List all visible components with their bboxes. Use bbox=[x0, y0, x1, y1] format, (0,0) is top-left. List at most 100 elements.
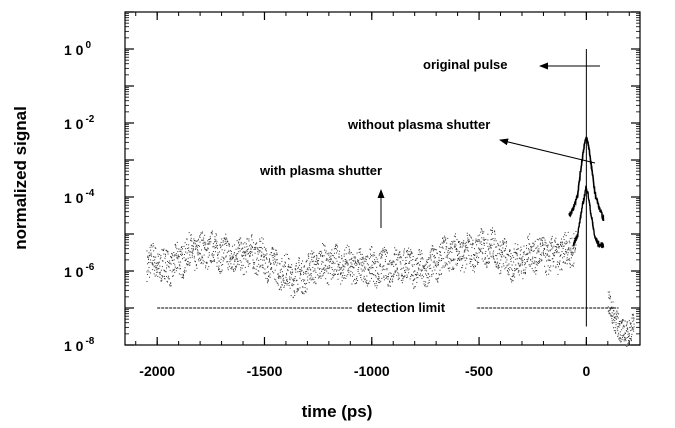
data-point bbox=[563, 256, 565, 258]
data-point bbox=[516, 258, 518, 260]
data-point bbox=[150, 272, 152, 274]
data-point bbox=[334, 246, 336, 248]
data-point bbox=[626, 321, 628, 323]
data-point bbox=[457, 258, 459, 260]
data-point bbox=[373, 263, 375, 265]
data-point bbox=[190, 237, 192, 239]
data-point bbox=[146, 256, 148, 258]
data-point bbox=[414, 270, 416, 272]
data-point bbox=[432, 245, 434, 247]
data-point bbox=[220, 258, 222, 260]
data-point bbox=[277, 273, 279, 275]
data-point bbox=[190, 234, 192, 236]
series-with-shutter bbox=[146, 227, 577, 299]
data-point bbox=[290, 271, 292, 273]
data-point bbox=[335, 258, 337, 260]
data-point bbox=[504, 249, 506, 251]
data-point bbox=[450, 243, 452, 245]
data-point bbox=[567, 252, 569, 254]
data-point bbox=[346, 244, 348, 246]
data-point bbox=[348, 270, 350, 272]
data-point bbox=[573, 233, 575, 235]
data-point bbox=[495, 262, 497, 264]
data-point bbox=[248, 251, 250, 253]
data-point bbox=[335, 243, 337, 245]
data-point bbox=[314, 260, 316, 262]
data-point bbox=[196, 244, 198, 246]
data-point bbox=[256, 242, 258, 244]
data-point bbox=[346, 260, 348, 262]
data-point bbox=[207, 243, 209, 245]
data-point bbox=[445, 239, 447, 241]
data-point bbox=[408, 272, 410, 274]
data-point bbox=[438, 246, 440, 248]
data-point bbox=[555, 267, 557, 269]
data-point bbox=[339, 268, 341, 270]
data-point bbox=[484, 257, 486, 259]
data-point bbox=[397, 253, 399, 255]
data-point bbox=[290, 277, 292, 279]
data-point bbox=[553, 254, 555, 256]
x-tick-label: 0 bbox=[582, 363, 590, 379]
data-point bbox=[155, 266, 157, 268]
data-point bbox=[465, 257, 467, 259]
data-point bbox=[354, 283, 356, 285]
data-point bbox=[231, 268, 233, 270]
data-point bbox=[631, 333, 633, 335]
data-point bbox=[226, 244, 228, 246]
data-point bbox=[312, 260, 314, 262]
data-point bbox=[550, 242, 552, 244]
data-point bbox=[425, 263, 427, 265]
data-point bbox=[224, 240, 226, 242]
data-point bbox=[392, 275, 394, 277]
data-point bbox=[186, 238, 188, 240]
data-point bbox=[259, 250, 261, 252]
data-point bbox=[194, 261, 196, 263]
data-point bbox=[269, 273, 271, 275]
data-point bbox=[469, 258, 471, 260]
data-point bbox=[155, 256, 157, 258]
data-point bbox=[268, 261, 270, 263]
data-point bbox=[543, 253, 545, 255]
data-point bbox=[477, 241, 479, 243]
data-point bbox=[569, 266, 571, 268]
data-point bbox=[194, 239, 196, 241]
data-point bbox=[403, 276, 405, 278]
data-point bbox=[173, 255, 175, 257]
data-point bbox=[532, 258, 534, 260]
data-point bbox=[150, 249, 152, 251]
data-point bbox=[500, 249, 502, 251]
data-point bbox=[281, 258, 283, 260]
data-point bbox=[257, 248, 259, 250]
data-point bbox=[209, 243, 211, 245]
data-point bbox=[406, 262, 408, 264]
data-point bbox=[307, 272, 309, 274]
data-point bbox=[499, 262, 501, 264]
data-point bbox=[376, 266, 378, 268]
data-point bbox=[204, 248, 206, 250]
data-point bbox=[426, 270, 428, 272]
data-point bbox=[608, 297, 610, 299]
data-point bbox=[630, 323, 632, 325]
data-point bbox=[514, 251, 516, 253]
data-point bbox=[392, 278, 394, 280]
data-point bbox=[360, 262, 362, 264]
data-point bbox=[342, 266, 344, 268]
data-point bbox=[247, 260, 249, 262]
data-point bbox=[161, 274, 163, 276]
data-point bbox=[418, 268, 420, 270]
data-point bbox=[530, 245, 532, 247]
data-point bbox=[365, 256, 367, 258]
data-point bbox=[401, 267, 403, 269]
data-point bbox=[623, 333, 625, 335]
data-point bbox=[396, 259, 398, 261]
data-point bbox=[215, 244, 217, 246]
data-point bbox=[423, 266, 425, 268]
data-point bbox=[451, 243, 453, 245]
data-point bbox=[387, 263, 389, 265]
data-point bbox=[334, 262, 336, 264]
data-point bbox=[408, 268, 410, 270]
data-point bbox=[622, 319, 624, 321]
data-point bbox=[333, 248, 335, 250]
data-point bbox=[610, 315, 612, 317]
